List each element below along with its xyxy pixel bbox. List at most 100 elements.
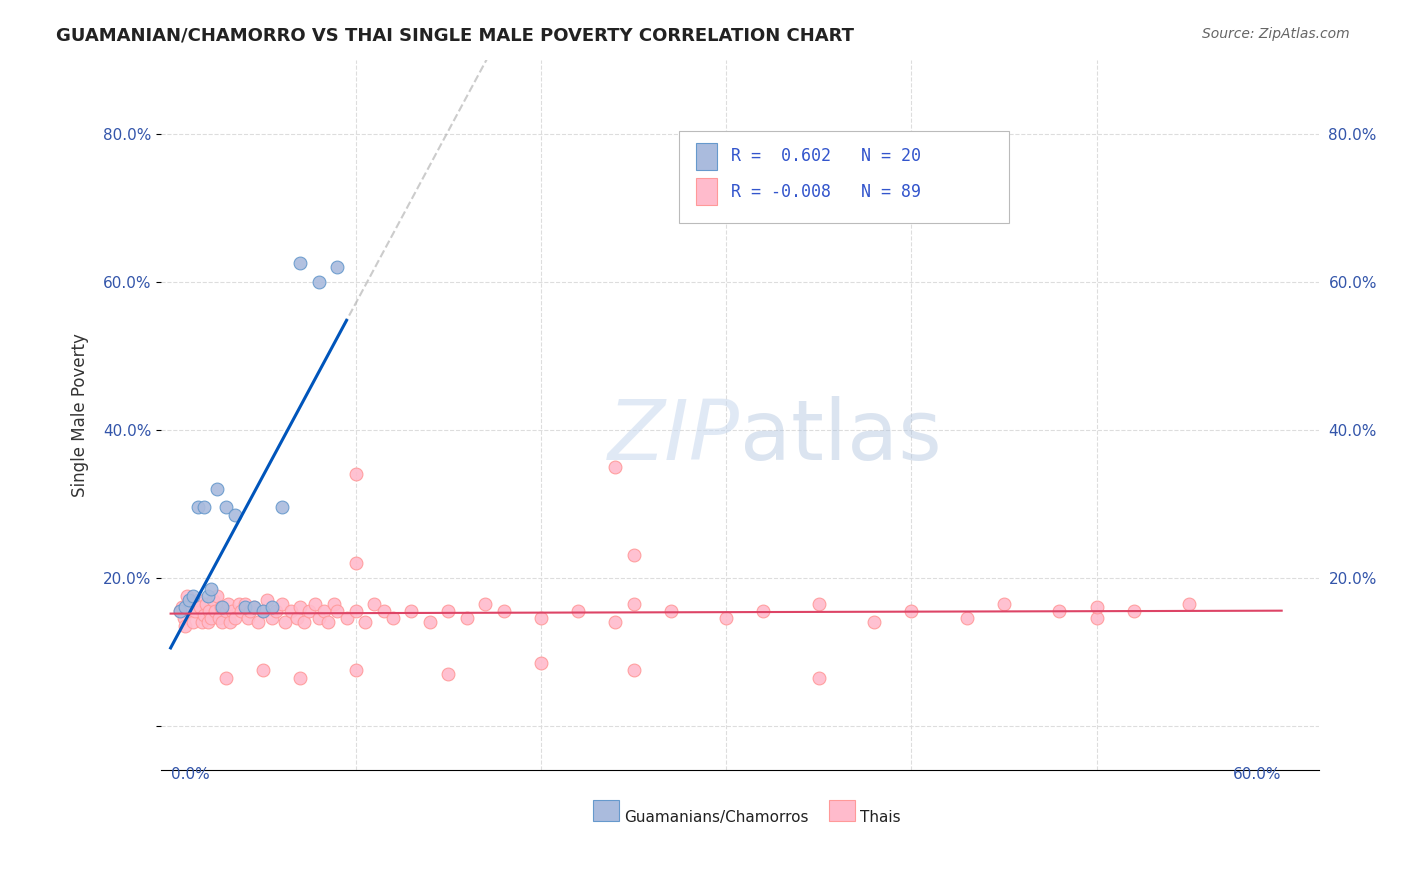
- Point: [197, 615, 219, 629]
- Point: [188, 600, 211, 615]
- Point: [183, 604, 205, 618]
- Point: [456, 611, 478, 625]
- Point: [270, 597, 292, 611]
- Point: [264, 604, 287, 618]
- Text: Guamanians/Chamorros: Guamanians/Chamorros: [624, 810, 808, 825]
- Point: [246, 615, 269, 629]
- Point: [292, 615, 315, 629]
- Point: [298, 604, 321, 618]
- Point: [252, 604, 274, 618]
- Point: [174, 600, 197, 615]
- Point: [326, 260, 349, 274]
- Point: [233, 597, 256, 611]
- Point: [197, 589, 219, 603]
- Point: [373, 604, 395, 618]
- Point: [381, 611, 404, 625]
- Point: [752, 604, 775, 618]
- Point: [314, 604, 336, 618]
- Text: Thais: Thais: [860, 810, 901, 825]
- Point: [215, 671, 238, 685]
- Point: [243, 600, 266, 615]
- Point: [401, 604, 423, 618]
- Point: [1049, 604, 1071, 618]
- Point: [419, 615, 441, 629]
- Point: [256, 592, 278, 607]
- Point: [308, 275, 330, 289]
- Point: [187, 500, 209, 515]
- Point: [252, 604, 274, 618]
- Point: [492, 604, 515, 618]
- Text: GUAMANIAN/CHAMORRO VS THAI SINGLE MALE POVERTY CORRELATION CHART: GUAMANIAN/CHAMORRO VS THAI SINGLE MALE P…: [56, 27, 855, 45]
- Point: [900, 604, 922, 618]
- Point: [262, 600, 284, 615]
- Point: [198, 604, 221, 618]
- Text: R =  0.602   N = 20: R = 0.602 N = 20: [731, 147, 921, 165]
- Point: [180, 604, 202, 618]
- Point: [181, 615, 204, 629]
- Point: [1085, 611, 1108, 625]
- Text: 0.0%: 0.0%: [170, 767, 209, 782]
- Point: [218, 615, 240, 629]
- Point: [270, 500, 292, 515]
- Point: [215, 500, 238, 515]
- Point: [173, 611, 195, 625]
- Point: [344, 663, 367, 677]
- Point: [224, 611, 246, 625]
- Point: [308, 611, 330, 625]
- Point: [863, 615, 886, 629]
- Point: [205, 482, 228, 496]
- Point: [290, 671, 312, 685]
- Point: [956, 611, 979, 625]
- Point: [623, 663, 645, 677]
- Text: R = -0.008   N = 89: R = -0.008 N = 89: [731, 183, 921, 201]
- Point: [344, 467, 367, 481]
- Point: [208, 611, 231, 625]
- Point: [1085, 600, 1108, 615]
- Bar: [830, 800, 855, 822]
- Point: [603, 615, 626, 629]
- Point: [243, 600, 266, 615]
- Point: [474, 597, 496, 611]
- Point: [187, 592, 209, 607]
- Point: [221, 604, 243, 618]
- Point: [1122, 604, 1144, 618]
- Point: [176, 589, 198, 603]
- Point: [262, 611, 284, 625]
- Point: [200, 611, 222, 625]
- Point: [344, 556, 367, 570]
- Point: [659, 604, 682, 618]
- Point: [169, 604, 191, 618]
- Point: [252, 663, 274, 677]
- Point: [169, 604, 191, 618]
- Point: [274, 615, 297, 629]
- Point: [530, 656, 553, 670]
- Point: [354, 615, 377, 629]
- Point: [993, 597, 1015, 611]
- Point: [217, 597, 239, 611]
- Point: [326, 604, 349, 618]
- Point: [290, 600, 312, 615]
- Point: [211, 600, 233, 615]
- FancyBboxPatch shape: [679, 130, 1008, 223]
- Point: [194, 597, 217, 611]
- Point: [285, 611, 308, 625]
- Point: [316, 615, 339, 629]
- Point: [290, 256, 312, 270]
- Point: [437, 604, 460, 618]
- Point: [344, 604, 367, 618]
- Text: ZIP: ZIP: [607, 396, 740, 476]
- Point: [238, 611, 260, 625]
- Point: [191, 615, 214, 629]
- Bar: [696, 178, 717, 205]
- Point: [304, 597, 326, 611]
- Point: [228, 597, 250, 611]
- Point: [280, 604, 302, 618]
- Point: [211, 615, 233, 629]
- Point: [239, 604, 262, 618]
- Point: [567, 604, 589, 618]
- Point: [437, 666, 460, 681]
- Point: [204, 604, 226, 618]
- Point: [623, 549, 645, 563]
- Point: [170, 600, 193, 615]
- Bar: [696, 143, 717, 169]
